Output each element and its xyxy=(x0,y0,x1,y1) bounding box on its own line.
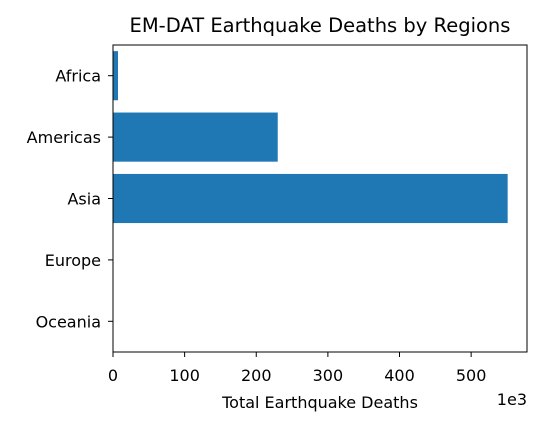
bar-africa xyxy=(113,51,119,101)
x-tick-label-0: 0 xyxy=(108,366,118,385)
axis-offset-label: 1e3 xyxy=(497,390,527,409)
x-tick-label-400: 400 xyxy=(384,366,415,385)
bar-americas xyxy=(113,112,278,162)
x-tick-label-500: 500 xyxy=(456,366,487,385)
x-axis: 0 100 200 300 400 500 xyxy=(108,352,486,385)
x-tick-label-100: 100 xyxy=(169,366,200,385)
y-tick-label-americas: Americas xyxy=(27,128,101,147)
y-tick-label-africa: Africa xyxy=(55,67,101,86)
y-axis: Africa Americas Asia Europe Oceania xyxy=(27,67,113,331)
bars-layer xyxy=(113,51,508,346)
x-tick-label-200: 200 xyxy=(241,366,272,385)
x-axis-label: Total Earthquake Deaths xyxy=(221,393,418,412)
y-tick-label-asia: Asia xyxy=(67,190,101,209)
y-tick-label-europe: Europe xyxy=(45,251,101,270)
y-tick-label-oceania: Oceania xyxy=(36,312,101,331)
bar-asia xyxy=(113,173,508,224)
x-tick-label-300: 300 xyxy=(313,366,344,385)
chart-title: EM-DAT Earthquake Deaths by Regions xyxy=(130,14,511,37)
